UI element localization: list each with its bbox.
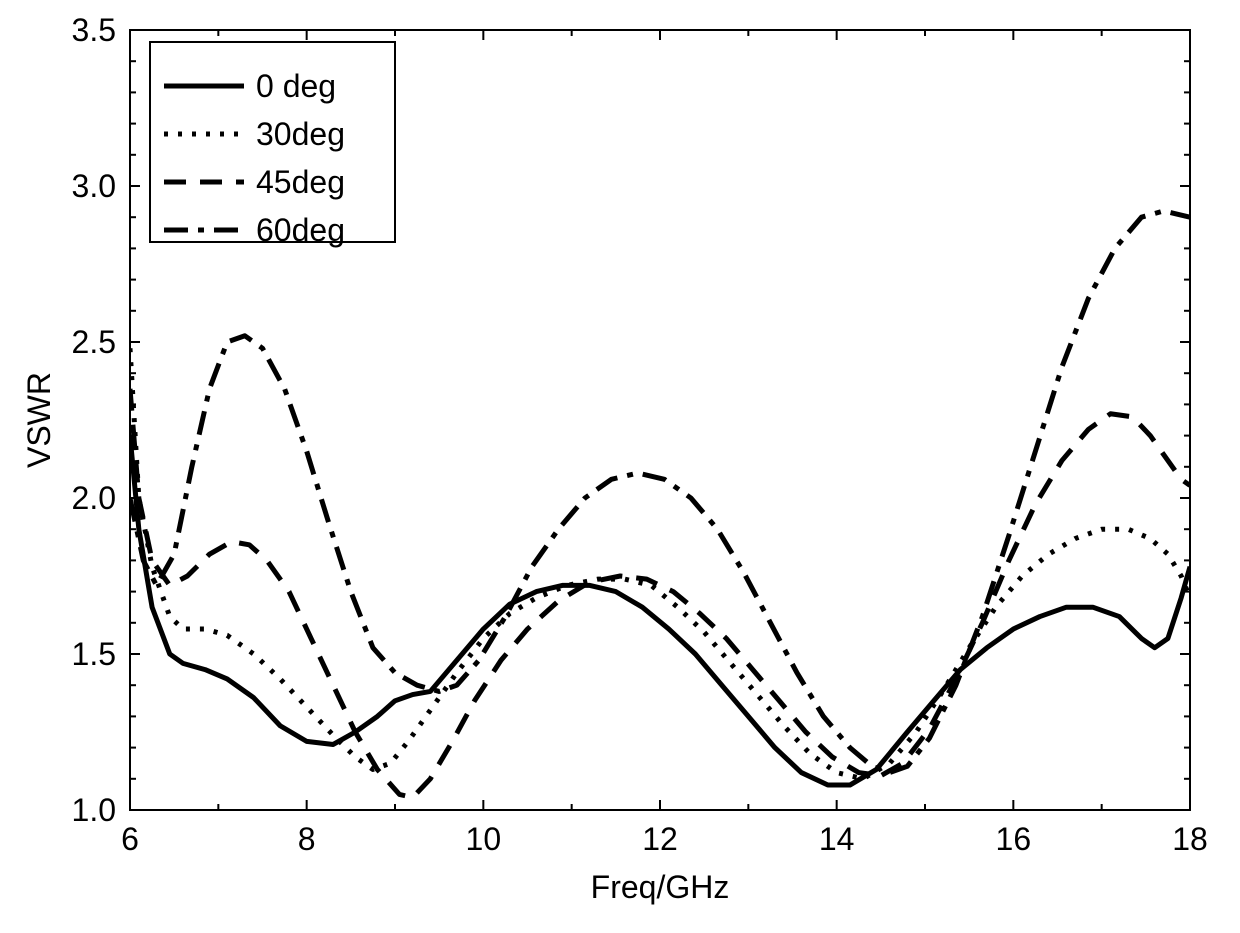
x-tick-label: 8 — [298, 821, 316, 857]
y-tick-label: 1.5 — [72, 636, 116, 672]
x-tick-label: 16 — [996, 821, 1032, 857]
y-axis-label: VSWR — [21, 372, 57, 468]
x-tick-label: 10 — [466, 821, 502, 857]
legend: 0 deg 30deg 45deg 60deg — [150, 42, 395, 248]
y-tick-label: 2.5 — [72, 324, 116, 360]
legend-label: 60deg — [256, 212, 345, 248]
y-tick-label: 3.0 — [72, 168, 116, 204]
legend-label: 0 deg — [256, 68, 336, 104]
y-tick-label: 1.0 — [72, 792, 116, 828]
y-tick-label: 3.5 — [72, 12, 116, 48]
legend-label: 45deg — [256, 164, 345, 200]
x-tick-label: 12 — [642, 821, 678, 857]
x-axis-label: Freq/GHz — [591, 869, 730, 905]
x-tick-label: 14 — [819, 821, 855, 857]
y-tick-label: 2.0 — [72, 480, 116, 516]
vswr-line-chart: 6 8 10 12 14 16 18 1.0 1.5 2.0 2.5 3.0 3.5 Freq/GHz VS… — [0, 0, 1240, 933]
x-tick-label: 6 — [121, 821, 139, 857]
legend-label: 30deg — [256, 116, 345, 152]
x-tick-label: 18 — [1172, 821, 1208, 857]
